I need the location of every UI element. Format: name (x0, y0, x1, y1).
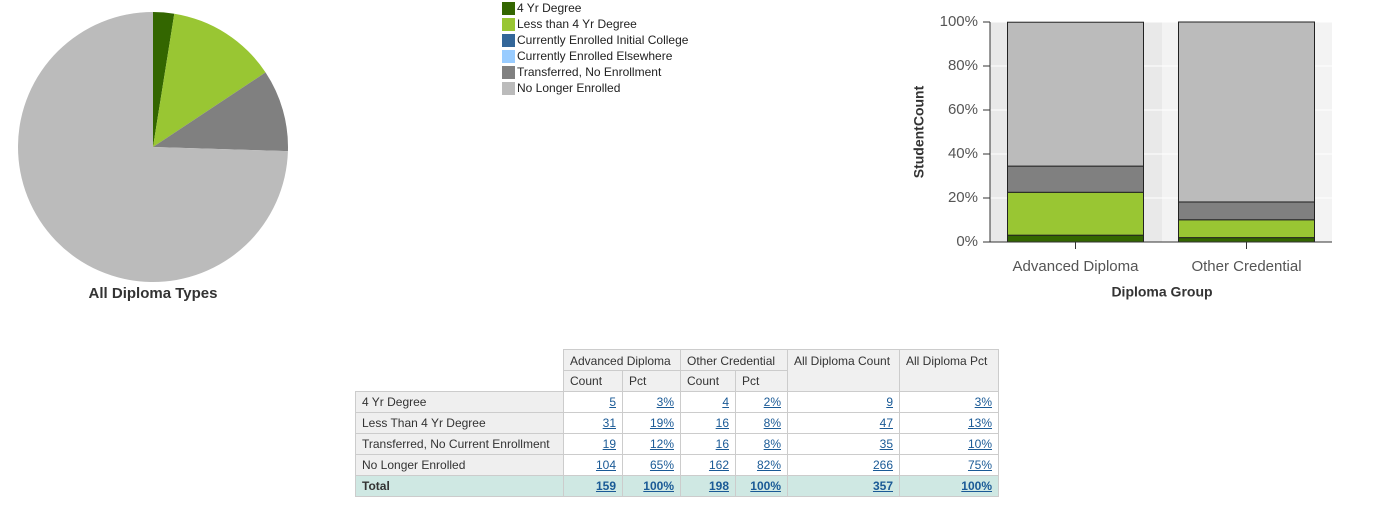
pie-slice (153, 13, 266, 148)
value-link[interactable]: 16 (680, 412, 736, 434)
x-tick-label: Advanced Diploma (1013, 258, 1140, 275)
value-link[interactable]: 47 (787, 412, 900, 434)
x-tick-label: Other Credential (1191, 258, 1301, 275)
value-link[interactable]: 162 (680, 454, 736, 476)
bar-segment (1178, 201, 1315, 221)
charts: All Diploma Types StudentCount Diploma G… (18, 1, 1332, 302)
table-row: Advanced Diploma Other Credential All Dipl… (355, 349, 999, 392)
pie-slice (153, 72, 288, 152)
legend-swatch (502, 18, 515, 31)
pie-slice (18, 12, 288, 283)
legend-label: Currently Enrolled Initial College (517, 33, 689, 47)
value-link[interactable]: 10% (899, 433, 999, 455)
y-tick-label: 80% (948, 57, 978, 74)
corner-cell (355, 370, 564, 392)
value-link[interactable]: 9 (787, 391, 900, 413)
column-header: Count (680, 370, 736, 392)
bar-segment (1178, 237, 1315, 243)
value-link[interactable]: 8% (735, 433, 788, 455)
row-label: Total (355, 475, 564, 497)
column-group-header: All Diploma Pct (899, 349, 999, 392)
data-table: Advanced Diploma Other Credential All Dipl… (355, 349, 999, 497)
value-link[interactable]: 266 (787, 454, 900, 476)
bar-segment (1178, 219, 1315, 239)
table-row: No Longer Enrolled 104 65% 162 82% 266 75% (355, 454, 999, 476)
x-axis-title: Diploma Group (1111, 284, 1212, 300)
value-link[interactable]: 5 (563, 391, 623, 413)
value-link[interactable]: 159 (563, 475, 623, 497)
value-link[interactable]: 13% (899, 412, 999, 434)
y-tick-label: 0% (956, 233, 978, 250)
value-link[interactable]: 19 (563, 433, 623, 455)
row-label: No Longer Enrolled (355, 454, 564, 476)
value-link[interactable]: 75% (899, 454, 999, 476)
value-link[interactable]: 2% (735, 391, 788, 413)
value-link[interactable]: 357 (787, 475, 900, 497)
column-group-header: Advanced Diploma (563, 349, 681, 371)
value-link[interactable]: 31 (563, 412, 623, 434)
table-row: Transferred, No Current Enrollment 19 12% 1… (355, 433, 999, 455)
row-label: 4 Yr Degree (355, 391, 564, 413)
bar-segment (1007, 191, 1144, 236)
value-link[interactable]: 4 (680, 391, 736, 413)
row-label: Transferred, No Current Enrollment (355, 433, 564, 455)
legend-label: Transferred, No Enrollment (517, 65, 662, 79)
y-tick-label: 100% (940, 13, 978, 30)
table-row: 4 Yr Degree 5 3% 4 2% 9 3% (355, 391, 999, 413)
legend-label: No Longer Enrolled (517, 81, 620, 95)
value-link[interactable]: 12% (622, 433, 681, 455)
value-link[interactable]: 35 (787, 433, 900, 455)
value-link[interactable]: 100% (622, 475, 681, 497)
pie-slice (153, 12, 175, 147)
y-tick-label: 20% (948, 189, 978, 206)
corner-cell (355, 349, 564, 371)
value-link[interactable]: 104 (563, 454, 623, 476)
pie-title: All Diploma Types (89, 285, 218, 302)
value-link[interactable]: 100% (735, 475, 788, 497)
bar-segment (1007, 21, 1144, 167)
value-link[interactable]: 100% (899, 475, 999, 497)
legend-swatch (502, 34, 515, 47)
value-link[interactable]: 198 (680, 475, 736, 497)
column-header: Pct (735, 370, 788, 392)
legend-swatch (502, 82, 515, 95)
y-tick-label: 40% (948, 145, 978, 162)
legend-label: 4 Yr Degree (517, 1, 582, 15)
row-label: Less Than 4 Yr Degree (355, 412, 564, 434)
column-group-header: All Diploma Count (787, 349, 900, 392)
legend-label: Currently Enrolled Elsewhere (517, 49, 673, 63)
value-link[interactable]: 16 (680, 433, 736, 455)
column-group-header: Other Credential (680, 349, 788, 371)
legend-label: Less than 4 Yr Degree (517, 17, 637, 31)
column-header: Count (563, 370, 623, 392)
table-row: Total 159 100% 198 100% 357 100% (355, 475, 999, 497)
legend-swatch (502, 2, 515, 15)
legend-swatch (502, 50, 515, 63)
value-link[interactable]: 65% (622, 454, 681, 476)
column-header: Pct (622, 370, 681, 392)
value-link[interactable]: 8% (735, 412, 788, 434)
table-row: Less Than 4 Yr Degree 31 19% 16 8% 47 13% (355, 412, 999, 434)
y-tick-label: 60% (948, 101, 978, 118)
bar-segment (1178, 21, 1315, 203)
bar-segment (1007, 165, 1144, 193)
value-link[interactable]: 19% (622, 412, 681, 434)
value-link[interactable]: 82% (735, 454, 788, 476)
value-link[interactable]: 3% (899, 391, 999, 413)
value-link[interactable]: 3% (622, 391, 681, 413)
y-axis-title: StudentCount (911, 85, 927, 178)
legend-swatch (502, 66, 515, 79)
bar-segment (1007, 234, 1144, 243)
